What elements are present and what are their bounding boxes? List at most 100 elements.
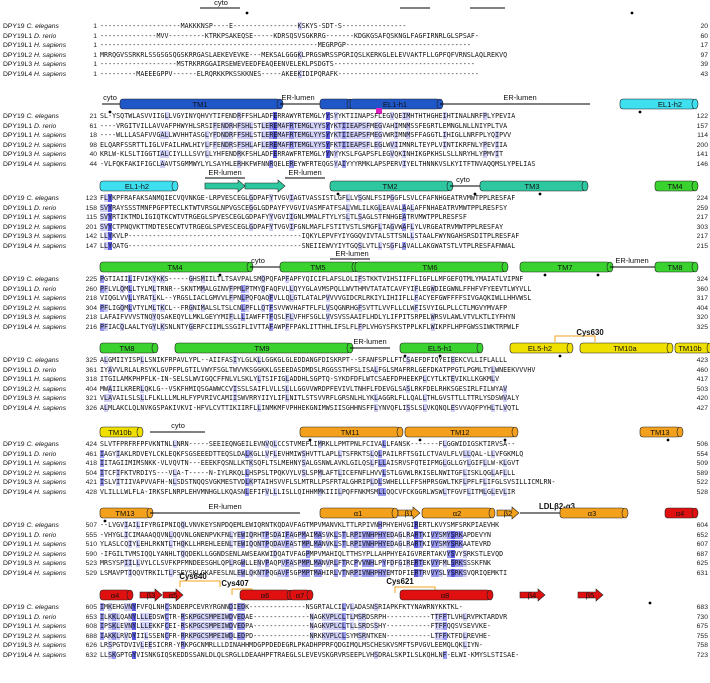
structure-label: β5 xyxy=(586,591,595,600)
structure-label: Cys407 xyxy=(221,579,248,588)
aligned-sequence: ----VRGITVILLAVVAFPHWYHLSRSIFENDRHFSHLST… xyxy=(100,121,508,130)
species-name: DPY19L2 H. sapiens xyxy=(3,304,67,312)
species-name: DPY19L1 H. sapiens xyxy=(3,623,67,630)
end-position: 607 xyxy=(696,541,708,548)
secondary-structure-bar: EL1-h2 ER-lumen ER-lumen TM2 cyto TM3 TM4 xyxy=(0,164,710,196)
structure-label: ER-lumen xyxy=(615,256,648,265)
species-name: DPY19L2 H. sapiens xyxy=(3,632,67,640)
sequence-row: DPY19L1 H. sapiens 18 ----WLLLASAFVVGALLWV… xyxy=(0,131,710,141)
start-position: 21 xyxy=(89,113,97,120)
end-position: 141 xyxy=(696,151,708,158)
species-name: DPY19L2 H. sapiens xyxy=(3,141,67,149)
end-position: 460 xyxy=(696,366,708,374)
secondary-structure-svg: α4 β3 α5 Cys640 Cys407 α6 α7 Cys621 α8 β4 β5 xyxy=(99,573,652,605)
structure-label: Cys621 xyxy=(386,577,414,586)
aligned-sequence: LRSPGTDVIVLEESICRR-YRKPGCNMRLLLDINAHHMDG… xyxy=(100,641,483,649)
end-position: 224 xyxy=(696,195,708,202)
end-position: 755 xyxy=(696,632,708,640)
end-position: 217 xyxy=(696,214,708,221)
alignment-block: TM13 ER-lumen α1 β1 α2 β2 LDLβ2-α3 α3 α4 DPY19 C.… xyxy=(0,491,710,578)
start-position: 361 xyxy=(85,366,97,374)
start-position: 40 xyxy=(89,151,97,158)
species-name: DPY19L3 H. sapiens xyxy=(3,151,67,158)
aligned-sequence: LLYQATG---------------------------------… xyxy=(100,241,516,250)
structure-label: TM10b xyxy=(678,344,701,353)
species-name: DPY19L2 H. sapiens xyxy=(3,385,67,393)
sequence-row: DPY19L1 D. rerio 61 ----VRGITVILLAVVAFPHWY… xyxy=(0,121,710,132)
species-name: DPY19 C. elegans xyxy=(3,23,59,30)
species-name: DPY19L2 H. sapiens xyxy=(3,550,67,558)
aligned-sequence: VLILLLWLFLA-IRKSFLNRPLEHVMNHGLLKQASNLEFI… xyxy=(100,487,516,496)
aligned-sequence: --LVGVIAILIFYRGIPNIQQLVNVKEYSNPDQEMLEWIQ… xyxy=(100,521,500,529)
structure-label: EL1-h2 xyxy=(658,100,682,109)
structure-label: EL5-h1 xyxy=(428,344,452,353)
structure-label: α4 xyxy=(111,591,120,600)
secondary-structure-bar: cyto xyxy=(0,0,710,22)
structure-label: β3 xyxy=(147,591,156,600)
sequence-row: DPY19 C. elegans 325 ALGMIIYISPLLSNIKFRPAV… xyxy=(0,356,710,366)
decade-dot xyxy=(630,11,634,15)
end-position: 324 xyxy=(696,276,708,283)
end-position: 522 xyxy=(696,479,708,486)
start-position: 461 xyxy=(85,450,97,458)
species-name: DPY19L4 H. sapiens xyxy=(3,404,67,412)
species-name: DPY19L4 H. sapiens xyxy=(3,569,67,577)
helix-cylinder xyxy=(99,180,179,192)
end-position: 157 xyxy=(696,122,708,130)
structure-label: ER-lumen xyxy=(335,249,368,258)
start-position: 201 xyxy=(85,223,97,231)
structure-label: α6 xyxy=(261,591,270,600)
sequence-row: DPY19L1 D. rerio 555 -VHYGLICIMAAAQQVNLQQV… xyxy=(0,530,710,541)
species-name: DPY19L1 H. sapiens xyxy=(3,214,67,221)
decade-dot xyxy=(596,273,600,277)
species-name: DPY19 C. elegans xyxy=(3,357,59,364)
sequence-row: DPY19L2 H. sapiens 201 SVYCTPNQVKTTMDTESEC… xyxy=(0,222,710,233)
start-position: 421 xyxy=(85,479,97,486)
strand-arrow xyxy=(397,506,421,520)
end-position: 97 xyxy=(700,51,708,59)
decade-dot xyxy=(308,438,312,442)
structure-label: ER-lumen xyxy=(288,168,321,177)
start-position: 688 xyxy=(85,632,97,640)
helix-cylinder xyxy=(99,342,159,354)
species-name: DPY19L1 D. rerio xyxy=(3,204,57,212)
structure-label: ER-lumen xyxy=(281,93,314,102)
structure-label: α5 xyxy=(169,591,178,600)
structure-label: β2 xyxy=(504,509,513,518)
start-position: 260 xyxy=(85,285,97,293)
decade-dot xyxy=(666,438,670,442)
structure-label: cyto xyxy=(214,0,228,7)
end-position: 631 xyxy=(696,569,708,577)
secondary-structure-svg: EL1-h2 ER-lumen ER-lumen TM2 cyto TM3 TM4 xyxy=(99,168,699,196)
structure-label: TM11 xyxy=(341,428,360,437)
sequence-row: DPY19 C. elegans 225 PGTIAIILIFVIKYKKS----… xyxy=(0,275,710,285)
species-name: DPY19 C. elegans xyxy=(3,195,59,202)
end-position: 652 xyxy=(696,531,708,539)
secondary-structure-bar: cyto TM1 ER-lumen EL1-h1 ER-lumen EL1-h2 xyxy=(0,82,710,114)
start-position: 1 xyxy=(93,32,97,40)
sequence-row: DPY19L1 H. sapiens 510 YLASLCQIYLEHLRKNTLT… xyxy=(0,540,710,550)
start-position: 626 xyxy=(85,642,97,649)
species-name: DPY19L1 D. rerio xyxy=(3,32,57,40)
end-position: 423 xyxy=(696,357,708,364)
species-name: DPY19 C. elegans xyxy=(3,604,59,611)
structure-label: β1 xyxy=(405,509,414,518)
structure-label: TM9 xyxy=(255,344,270,353)
end-position: 325 xyxy=(696,323,708,331)
sequence-row: DPY19L3 H. sapiens 142 LLYKVLP------------… xyxy=(0,232,710,242)
sequence-row: DPY19 C. elegans 1 --------------------MAK… xyxy=(0,22,710,32)
aligned-sequence: PFLIGQMLVTYLMLTKCL--FRGNIMALSLTSLCNLPFLL… xyxy=(100,303,508,312)
sequence-row: DPY19L1 H. sapiens 115 SVYRTIKTMDLIGIQTKCW… xyxy=(0,213,710,223)
helix-cylinder xyxy=(404,426,519,438)
aligned-sequence: --------------------MAKKKNSP----E-------… xyxy=(100,22,407,30)
aligned-sequence: -IFGILTVMSIQQLYANHLTQQDEKLLGGNDSENLAWSEA… xyxy=(100,549,504,558)
helix-cylinder xyxy=(654,261,699,273)
start-position: 1 xyxy=(93,70,97,78)
end-position: 427 xyxy=(696,404,708,412)
aligned-sequence: SL-YSQTWLASVVIIGLLVGYINYQHVYTIFENDRFFSHL… xyxy=(100,112,516,120)
aligned-sequence: MWAIILKRERLQKLG--VSKFHMIQSGAWWCCVISSLSAI… xyxy=(100,384,508,393)
end-position: 506 xyxy=(696,441,708,448)
strand-arrow xyxy=(139,588,163,602)
disulfide-bracket xyxy=(179,580,221,587)
structure-label: TM5 xyxy=(311,263,326,272)
